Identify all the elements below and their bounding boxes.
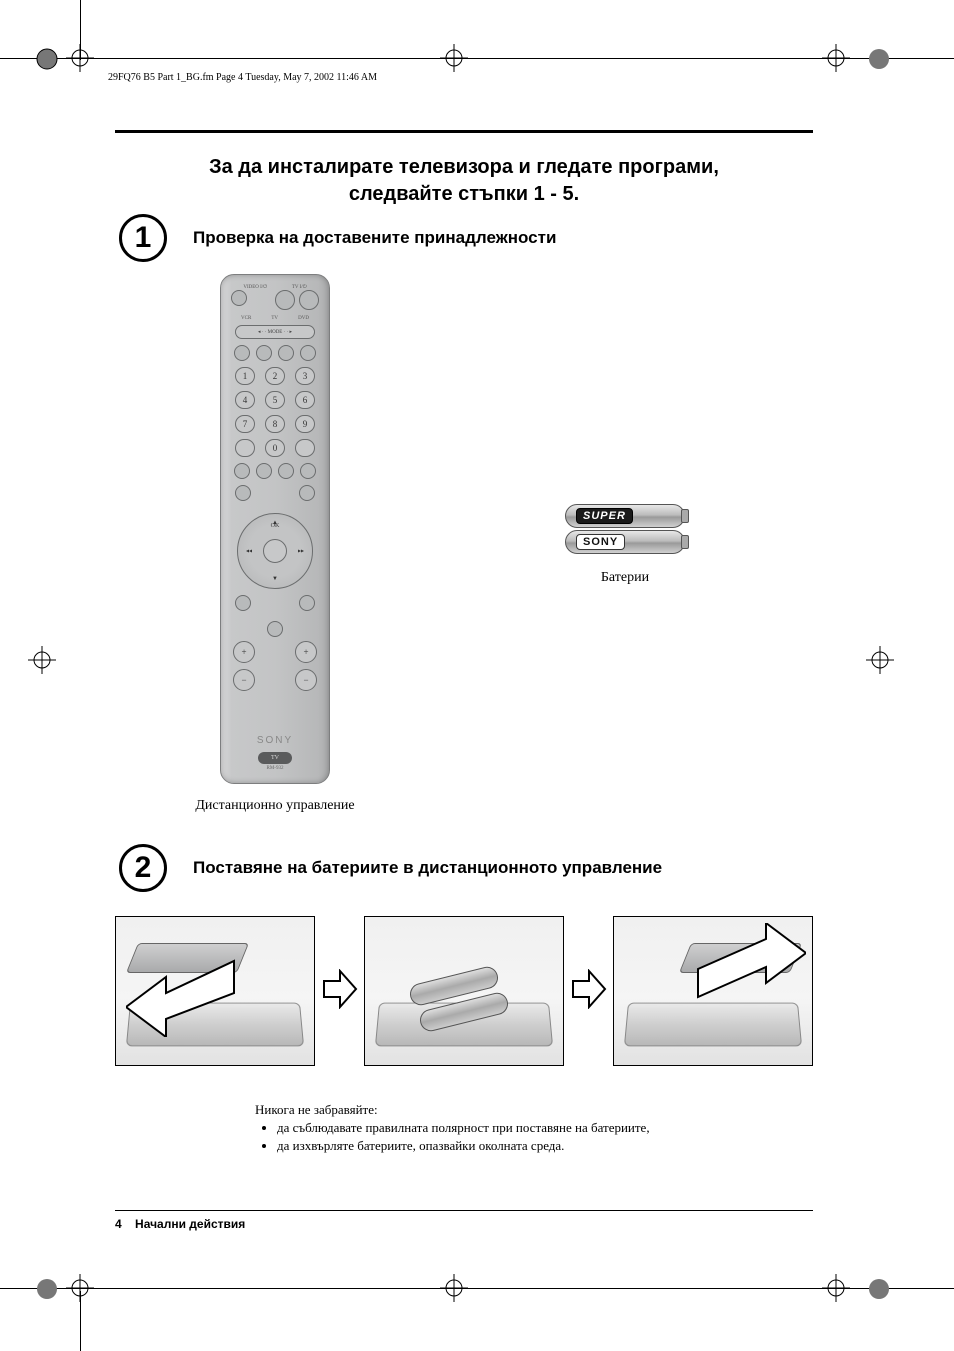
- remote-small-button: [300, 345, 316, 361]
- registration-mark-icon: [822, 44, 850, 72]
- dpad-left-icon: ◂◂: [246, 548, 252, 555]
- notes-block: Никога не забравяйте: да съблюдавате пра…: [255, 1102, 813, 1154]
- footer: 4 Начални действия: [115, 1210, 813, 1231]
- footer-section: Начални действия: [135, 1217, 245, 1231]
- notes-lead: Никога не забравяйте:: [255, 1102, 813, 1118]
- remote-num-2: 2: [265, 367, 285, 385]
- remote-small-button: [299, 485, 315, 501]
- remote-brand: SONY: [257, 735, 293, 746]
- remote-vol-up-button: +: [233, 641, 255, 663]
- remote-prog-up-button: +: [295, 641, 317, 663]
- footer-page-number: 4: [115, 1217, 122, 1231]
- battery-item: SUPER: [565, 504, 685, 528]
- step2-heading: Поставяне на батериите в дистанционното …: [193, 858, 662, 878]
- remote-small-button: [235, 485, 251, 501]
- battery-label: SUPER: [576, 508, 633, 524]
- remote-num-blank: [295, 439, 315, 457]
- remote-tv-pill: TV: [258, 752, 292, 764]
- remote-small-button: [234, 345, 250, 361]
- remote-num-0: 0: [265, 439, 285, 457]
- remote-vol-down-button: −: [233, 669, 255, 691]
- remote-small-button: [256, 345, 272, 361]
- remote-num-4: 4: [235, 391, 255, 409]
- top-rule: [115, 130, 813, 133]
- registration-mark-icon: [28, 646, 56, 674]
- remote-small-button: [300, 463, 316, 479]
- remote-num-1: 1: [235, 367, 255, 385]
- step1-assets: VIDEO I/⏻ TV I/⏻ VCR TV DVD: [115, 274, 813, 814]
- corner-dot-icon: [868, 48, 890, 70]
- remote-num-6: 6: [295, 391, 315, 409]
- page: 29FQ76 B5 Part 1_BG.fm Page 4 Tuesday, M…: [0, 0, 954, 1351]
- remote-mode-pill: ◂ · · MODE · · ▸: [235, 325, 315, 339]
- registration-mark-icon: [66, 44, 94, 72]
- remote-mute-button: [231, 290, 247, 306]
- remote-caption: Дистанционно управление: [115, 798, 435, 814]
- corner-dot-icon: [36, 48, 58, 70]
- step2-number-badge: 2: [119, 844, 167, 892]
- step2-frame-3: [613, 916, 813, 1066]
- remote-src-tv: TV: [271, 316, 278, 321]
- step2-row: 2 Поставяне на батериите в дистанционнот…: [115, 844, 813, 892]
- step2-frame-2: [364, 916, 564, 1066]
- registration-mark-icon: [440, 1274, 468, 1302]
- notes-item: да изхвърляте батериите, опазвайки околн…: [277, 1138, 813, 1154]
- dpad-right-icon: ▸▸: [298, 548, 304, 555]
- remote-illustration: VIDEO I/⏻ TV I/⏻ VCR TV DVD: [220, 274, 330, 784]
- page-title-line1: За да инсталирате телевизора и гледате п…: [115, 154, 813, 181]
- remote-num-7: 7: [235, 415, 255, 433]
- step2-illustration-row: [115, 916, 813, 1066]
- remote-num-9: 9: [295, 415, 315, 433]
- sequence-arrow-icon: [322, 969, 358, 1014]
- remote-num-8: 8: [265, 415, 285, 433]
- slide-arrow-icon: [696, 923, 806, 1003]
- page-title-line2: следвайте стъпки 1 - 5.: [115, 181, 813, 208]
- registration-mark-icon: [66, 1274, 94, 1302]
- remote-num-blank: [235, 439, 255, 457]
- registration-mark-icon: [822, 1274, 850, 1302]
- remote-tv-power-button: [299, 290, 319, 310]
- battery-label: SONY: [576, 534, 625, 550]
- step1-heading: Проверка на доставените принадлежности: [193, 228, 556, 248]
- step1-number-badge: 1: [119, 214, 167, 262]
- crop-mark: [0, 58, 954, 59]
- batteries-column: SUPER SONY Батерии: [495, 502, 755, 586]
- remote-small-button: [234, 463, 250, 479]
- remote-small-button: [267, 621, 283, 637]
- remote-video-power-button: [275, 290, 295, 310]
- document-header-path: 29FQ76 B5 Part 1_BG.fm Page 4 Tuesday, M…: [108, 72, 377, 83]
- remote-src-dvd: DVD: [298, 316, 309, 321]
- registration-mark-icon: [866, 646, 894, 674]
- remote-small-button: [278, 345, 294, 361]
- dpad-up-icon: ▲: [272, 520, 278, 526]
- remote-small-button: [299, 595, 315, 611]
- corner-dot-icon: [36, 1278, 58, 1300]
- remote-tray: [624, 1003, 802, 1047]
- step2-frame-1: [115, 916, 315, 1066]
- remote-num-5: 5: [265, 391, 285, 409]
- registration-mark-icon: [440, 44, 468, 72]
- remote-num-3: 3: [295, 367, 315, 385]
- content: За да инсталирате телевизора и гледате п…: [115, 140, 813, 1231]
- sequence-arrow-icon: [571, 969, 607, 1014]
- remote-small-button: [256, 463, 272, 479]
- remote-column: VIDEO I/⏻ TV I/⏻ VCR TV DVD: [115, 274, 435, 814]
- battery-item: SONY: [565, 530, 685, 554]
- corner-dot-icon: [868, 1278, 890, 1300]
- crop-mark: [0, 1288, 954, 1289]
- remote-small-button: [235, 595, 251, 611]
- dpad-down-icon: ▼: [272, 576, 278, 582]
- remote-small-button: [278, 463, 294, 479]
- batteries-illustration: SUPER SONY: [565, 502, 685, 556]
- remote-dpad: ▲ ▼ ◂◂ ▸▸ OK: [237, 513, 313, 589]
- remote-model: RM-932: [267, 766, 284, 771]
- batteries-caption: Батерии: [495, 570, 755, 586]
- slide-arrow-icon: [126, 957, 236, 1037]
- remote-prog-down-button: −: [295, 669, 317, 691]
- step1-row: 1 Проверка на доставените принадлежности: [115, 214, 813, 262]
- remote-src-vcr: VCR: [241, 316, 251, 321]
- notes-item: да съблюдавате правилната полярност при …: [277, 1120, 813, 1136]
- page-title: За да инсталирате телевизора и гледате п…: [115, 154, 813, 208]
